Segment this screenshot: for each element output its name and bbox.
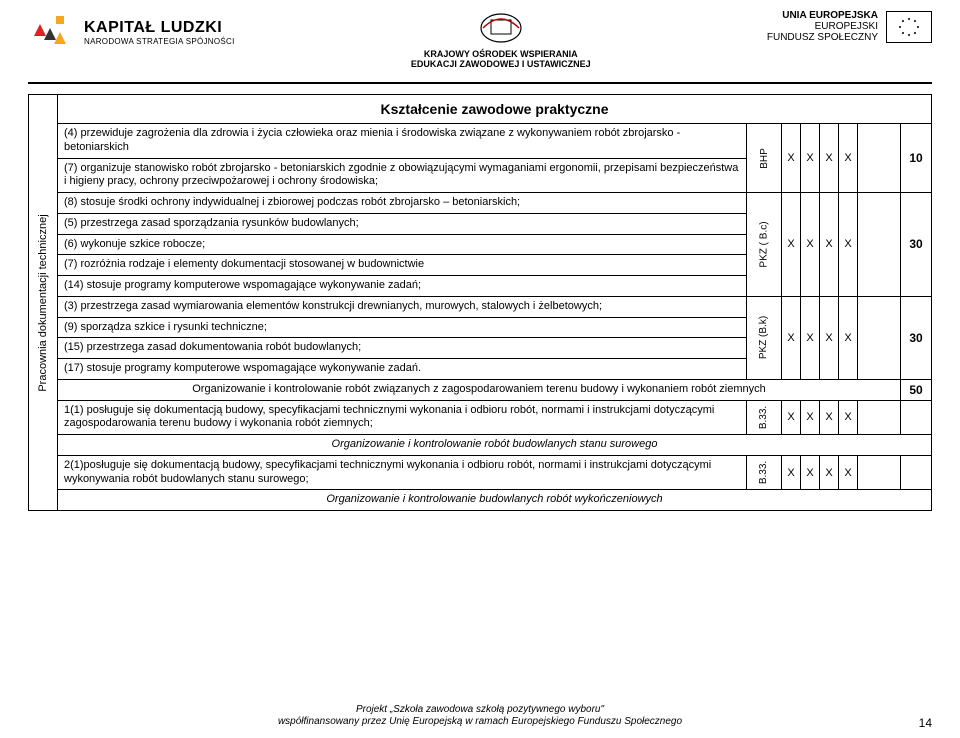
logo-unia-europejska: UNIA EUROPEJSKA EUROPEJSKI FUNDUSZ SPOŁE…	[767, 10, 932, 43]
label-pkz-bc: PKZ ( B.c)	[746, 193, 781, 296]
mark: X	[782, 193, 800, 296]
mark: X	[800, 456, 819, 490]
org-text: Organizowanie i kontrolowanie robót budo…	[58, 435, 931, 455]
label-bhp: BHP	[746, 124, 781, 192]
mark: X	[838, 401, 857, 435]
footer-line1: Projekt „Szkoła zawodowa szkołą pozytywn…	[0, 704, 960, 716]
mark: X	[819, 193, 838, 296]
mark: X	[838, 297, 857, 379]
sidebar-label-text: Pracownia dokumentacji technicznej	[37, 214, 49, 391]
marks-b33-1: X X X X	[781, 401, 857, 435]
main-column: Kształcenie zawodowe praktyczne (4) prze…	[58, 95, 931, 510]
mark: X	[819, 297, 838, 379]
mark: X	[782, 401, 800, 435]
row-text: (3) przestrzega zasad wymiarowania eleme…	[58, 297, 746, 317]
weight: 30	[900, 193, 931, 296]
eu-line3: FUNDUSZ SPOŁECZNY	[767, 32, 878, 43]
header: KAPITAŁ LUDZKI NARODOWA STRATEGIA SPÓJNO…	[28, 10, 932, 80]
mark: X	[819, 124, 838, 192]
gap-col	[857, 456, 900, 490]
mark: X	[782, 456, 800, 490]
row-text: 1(1) posługuje się dokumentacją budowy, …	[58, 401, 746, 435]
row-text: (5) przestrzega zasad sporządzania rysun…	[58, 214, 746, 234]
org-row-1: Organizowanie i kontrolowanie robót zwią…	[58, 380, 931, 401]
logo-kapital-ludzki: KAPITAŁ LUDZKI NARODOWA STRATEGIA SPÓJNO…	[28, 10, 235, 56]
block-bhp: (4) przewiduje zagrożenia dla zdrowia i …	[58, 124, 931, 193]
gap-col	[857, 193, 900, 296]
block-pkz-bc: (8) stosuje środki ochrony indywidualnej…	[58, 193, 931, 297]
row-text: (6) wykonuje szkice robocze;	[58, 235, 746, 255]
mark: X	[819, 456, 838, 490]
weight: 10	[900, 124, 931, 192]
kapital-ludzki-icon	[28, 10, 74, 56]
header-divider	[28, 82, 932, 84]
weight: 30	[900, 297, 931, 379]
row-text: (15) przestrzega zasad dokumentowania ro…	[58, 338, 746, 358]
page: KAPITAŁ LUDZKI NARODOWA STRATEGIA SPÓJNO…	[0, 0, 960, 738]
koweziu-icon	[473, 10, 529, 48]
marks-b33-2: X X X X	[781, 456, 857, 490]
block-pkz-bk: (3) przestrzega zasad wymiarowania eleme…	[58, 297, 931, 380]
org-row-3: Organizowanie i kontrolowanie budowlanyc…	[58, 490, 931, 510]
page-number: 14	[919, 716, 932, 730]
weight: 50	[900, 380, 931, 400]
mark: X	[800, 297, 819, 379]
label-b33: B.33.	[746, 456, 781, 490]
kapital-ludzki-text: KAPITAŁ LUDZKI NARODOWA STRATEGIA SPÓJNO…	[84, 20, 235, 46]
label-pkz-bk: PKZ (B.k)	[746, 297, 781, 379]
row-text: (9) sporządza szkice i rysunki techniczn…	[58, 318, 746, 338]
eu-line1: UNIA EUROPEJSKA	[767, 10, 878, 21]
eu-line2: EUROPEJSKI	[767, 21, 878, 32]
row-text: (17) stosuje programy komputerowe wspoma…	[58, 359, 746, 379]
marks-pkz-bc: X X X X	[781, 193, 857, 296]
mark: X	[838, 193, 857, 296]
gap-col	[857, 124, 900, 192]
org-text: Organizowanie i kontrolowanie budowlanyc…	[58, 490, 931, 510]
org-row-2: Organizowanie i kontrolowanie robót budo…	[58, 435, 931, 456]
koweziu-line2: EDUKACJI ZAWODOWEJ I USTAWICZNEJ	[411, 60, 591, 70]
org-text: Organizowanie i kontrolowanie robót zwią…	[58, 380, 900, 400]
kl-subtitle: NARODOWA STRATEGIA SPÓJNOŚCI	[84, 38, 235, 46]
gap-col	[857, 297, 900, 379]
row-text: (14) stosuje programy komputerowe wspoma…	[58, 276, 746, 296]
row-text: (7) rozróżnia rodzaje i elementy dokumen…	[58, 255, 746, 275]
footer: Projekt „Szkoła zawodowa szkołą pozytywn…	[0, 704, 960, 728]
row-text: (7) organizuje stanowisko robót zbrojars…	[58, 159, 746, 193]
eu-flag-icon	[886, 11, 932, 43]
section-title: Kształcenie zawodowe praktyczne	[58, 95, 931, 124]
eu-text: UNIA EUROPEJSKA EUROPEJSKI FUNDUSZ SPOŁE…	[767, 10, 878, 43]
sidebar-label: Pracownia dokumentacji technicznej	[29, 95, 58, 510]
row-text: (4) przewiduje zagrożenia dla zdrowia i …	[58, 124, 746, 158]
mark: X	[819, 401, 838, 435]
block-b33-1: 1(1) posługuje się dokumentacją budowy, …	[58, 401, 931, 436]
mark: X	[838, 124, 857, 192]
weight-empty	[900, 401, 931, 435]
logo-koweziu: KRAJOWY OŚRODEK WSPIERANIA EDUKACJI ZAWO…	[411, 10, 591, 70]
block-b33-2: 2(1)posługuje się dokumentacją budowy, s…	[58, 456, 931, 491]
mark: X	[800, 193, 819, 296]
mark: X	[800, 124, 819, 192]
label-b33: B.33.	[746, 401, 781, 435]
marks-pkz-bk: X X X X	[781, 297, 857, 379]
mark: X	[800, 401, 819, 435]
marks-bhp: X X X X	[781, 124, 857, 192]
kl-title: KAPITAŁ LUDZKI	[84, 20, 235, 36]
weight-empty	[900, 456, 931, 490]
footer-line2: współfinansowany przez Unię Europejską w…	[0, 716, 960, 728]
content-table: Pracownia dokumentacji technicznej Kszta…	[28, 94, 932, 511]
row-text: 2(1)posługuje się dokumentacją budowy, s…	[58, 456, 746, 490]
row-text: (8) stosuje środki ochrony indywidualnej…	[58, 193, 746, 213]
mark: X	[838, 456, 857, 490]
mark: X	[782, 297, 800, 379]
mark: X	[782, 124, 800, 192]
gap-col	[857, 401, 900, 435]
